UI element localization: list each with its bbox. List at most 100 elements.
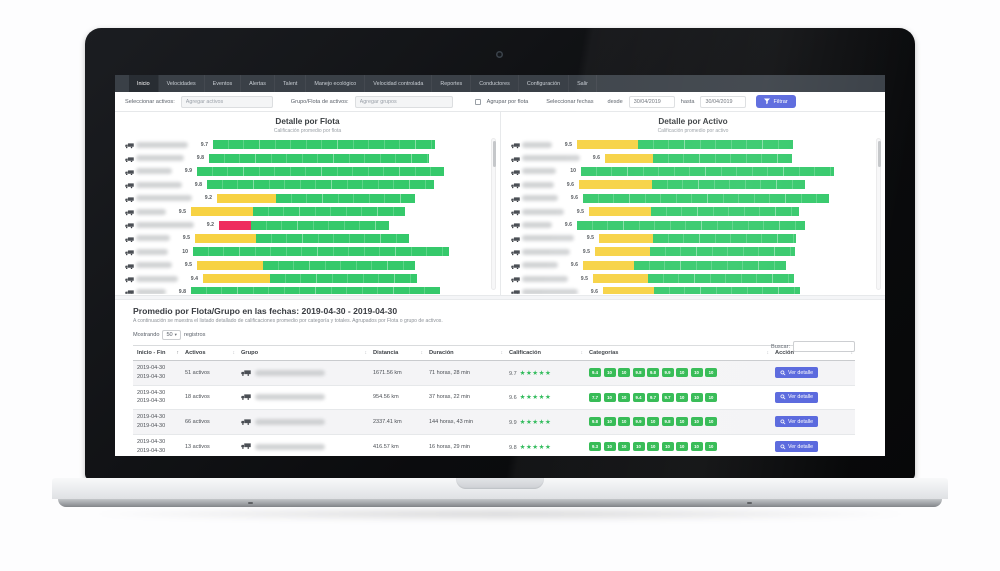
bar-segment-yellow: [217, 193, 276, 203]
table-controls: Mostrando 50 ▾ registros: [133, 329, 855, 341]
nav-item-velocidades[interactable]: Velocidades: [159, 75, 205, 92]
app-screen: Inicio Velocidades Eventos Alertas Talent Man…: [115, 75, 885, 456]
score-bar: [605, 153, 869, 163]
blurred-label: [522, 288, 578, 294]
webcam-dot: [496, 51, 503, 58]
bar-segment-yellow: [599, 233, 653, 243]
select-assets-label: Seleccionar activos:: [125, 98, 175, 105]
chart-scrollbar[interactable]: [491, 138, 496, 290]
score-bar: [207, 180, 484, 190]
bar-segment-green: [213, 140, 436, 150]
row-score: 9.5: [576, 208, 584, 215]
view-detail-button[interactable]: Ver detalle: [775, 367, 819, 379]
score-bar: [219, 220, 484, 230]
score-bar: [203, 274, 484, 284]
blurred-label: [522, 168, 556, 175]
date-from-input[interactable]: [628, 95, 675, 108]
column-header-distancia[interactable]: Distancia ↕: [369, 345, 425, 361]
chart-panel-asset: Detalle por Activo Calificación promedio…: [500, 112, 885, 295]
chart-title: Detalle por Activo: [658, 117, 728, 126]
cell-calificacion: 9.6 ★★★★★: [505, 385, 585, 411]
chart-row: 9.6: [511, 259, 869, 272]
category-badge: 9.7: [661, 392, 674, 402]
category-badge: 10: [676, 392, 688, 402]
cell-activos: 66 activos: [181, 409, 237, 435]
nav-item-eventos[interactable]: Eventos: [205, 75, 242, 92]
nav-item-reportes[interactable]: Reportes: [432, 75, 472, 92]
truck-icon: [511, 143, 520, 149]
nav-item-velocidad-controlada[interactable]: Velocidad controlada: [365, 75, 433, 92]
cell-grupo: [237, 360, 369, 386]
score-bar: [577, 220, 869, 230]
category-badge: 9.3: [589, 442, 601, 452]
table-row: 2019-04-30 2019-04-30 66 activos 2337.41 km…: [133, 409, 855, 435]
nav-item-salir[interactable]: Salir: [569, 75, 597, 92]
view-detail-button[interactable]: Ver detalle: [775, 391, 819, 403]
chart-row: 10: [511, 165, 869, 178]
bar-segment-green: [250, 220, 389, 230]
groups-input[interactable]: [354, 95, 453, 108]
column-header-calificaci-n[interactable]: Calificación ↕: [505, 345, 585, 361]
navbar: Inicio Velocidades Eventos Alertas Talent Man…: [115, 75, 885, 92]
truck-icon: [125, 290, 134, 294]
nav-item-talent[interactable]: Talent: [275, 75, 307, 92]
bar-segment-yellow: [195, 233, 256, 243]
chart-row: 9.5: [511, 232, 869, 245]
bar-segment-green: [653, 233, 797, 243]
chart-row: 9.5: [511, 272, 869, 285]
bar-segment-yellow: [603, 287, 654, 294]
nav-item-manejo-ecol-gico[interactable]: Manejo ecológico: [306, 75, 366, 92]
bar-segment-green: [652, 153, 793, 163]
blurred-label: [136, 222, 194, 229]
category-badge: 10: [690, 368, 703, 378]
column-header-duraci-n[interactable]: Duración ↕: [425, 345, 505, 361]
cell-duracion: 16 horas, 29 min: [425, 434, 505, 456]
category-badge: 10: [705, 392, 717, 402]
column-header-grupo[interactable]: Grupo ↕: [237, 345, 369, 361]
row-score: 10: [182, 248, 188, 255]
group-by-fleet-checkbox[interactable]: [474, 98, 481, 105]
view-detail-button[interactable]: Ver detalle: [775, 416, 819, 428]
bar-segment-yellow: [577, 140, 639, 150]
chevron-down-icon: ▾: [174, 332, 177, 337]
filter-button[interactable]: Filtrar: [756, 95, 796, 108]
blurred-label: [522, 275, 568, 282]
category-badge: 9.8: [632, 368, 645, 378]
group-by-fleet-label: Agrupar por flota: [486, 98, 529, 105]
category-badge: 10: [603, 368, 616, 378]
nav-item-alertas[interactable]: Alertas: [241, 75, 275, 92]
cell-distancia: 1671.56 km: [369, 360, 425, 386]
nav-item-configuraci-n[interactable]: Configuración: [519, 75, 570, 92]
chart-row: 9.4: [125, 272, 484, 285]
nav-item-conductores[interactable]: Conductores: [471, 75, 519, 92]
column-header-acci-n[interactable]: Acción ↕: [771, 345, 855, 361]
chart-row: 9.5: [511, 245, 869, 258]
row-score: 9.5: [586, 235, 594, 242]
table-row: 2019-04-30 2019-04-30 18 activos 954.56 km 3…: [133, 385, 855, 411]
assets-input[interactable]: [180, 95, 273, 108]
cell-categorias: 9.8 10 10 9.9 10 9.8 10 10 10: [585, 409, 771, 435]
cell-calificacion: 9.7 ★★★★★: [505, 360, 585, 386]
bar-segment-green: [650, 207, 799, 217]
truck-icon: [511, 237, 520, 243]
chart-row: 9.5: [125, 259, 484, 272]
truck-icon: [125, 210, 134, 216]
column-header-categor-as[interactable]: Categorías ↕: [585, 345, 771, 361]
view-detail-button[interactable]: Ver detalle: [775, 441, 819, 453]
truck-icon: [125, 183, 134, 189]
column-header-activos[interactable]: Activos ↕: [181, 345, 237, 361]
magnifier-icon: [780, 370, 786, 376]
nav-item-inicio[interactable]: Inicio: [129, 75, 159, 92]
chart-scrollbar[interactable]: [876, 138, 881, 290]
truck-icon: [125, 263, 134, 269]
chart-row: 9.8: [125, 178, 484, 191]
chart-row: 9.9: [125, 165, 484, 178]
page-size-select[interactable]: 50 ▾: [162, 330, 181, 340]
column-header-inicio-fin[interactable]: Inicio - Fin ↑: [133, 345, 181, 361]
date-to-input[interactable]: [700, 95, 747, 108]
bar-segment-green: [634, 260, 787, 270]
truck-icon: [511, 210, 520, 216]
bar-segment-green: [191, 287, 441, 294]
row-score: 9.6: [570, 262, 578, 269]
chart-row: 9.5: [125, 205, 484, 218]
